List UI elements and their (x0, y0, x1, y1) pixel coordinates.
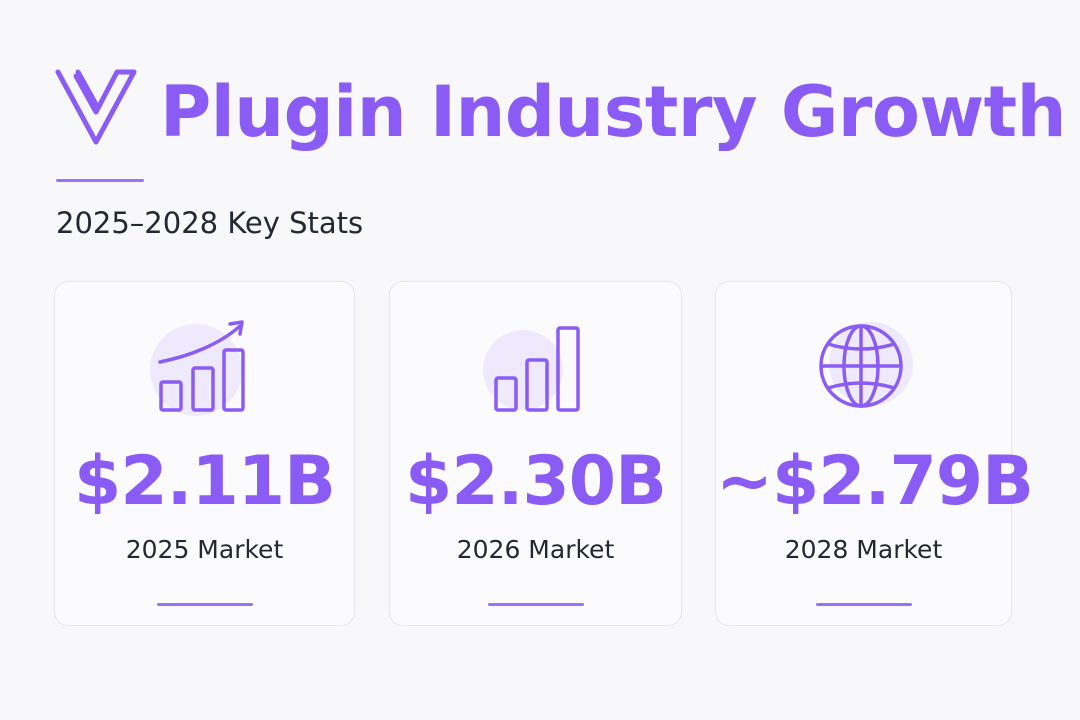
title-divider (56, 179, 144, 182)
bar-chart-icon (482, 326, 580, 412)
stat-value: ~$2.79B (716, 442, 1034, 521)
v-logo-icon (55, 69, 137, 145)
stat-label: 2028 Market (784, 535, 943, 564)
trending-bar-chart-icon (149, 320, 245, 416)
stat-label: 2026 Market (456, 535, 615, 564)
stat-card-2025: $2.11B 2025 Market (54, 281, 355, 626)
page-subtitle: 2025–2028 Key Stats (56, 206, 364, 240)
card-divider (487, 603, 584, 606)
globe-icon (818, 322, 913, 408)
stat-card-2026: $2.30B 2026 Market (389, 281, 682, 626)
stat-value: $2.11B (74, 442, 336, 521)
stat-value: $2.30B (405, 442, 667, 521)
card-divider (815, 603, 912, 606)
page-title: Plugin Industry Growth (160, 71, 1066, 153)
card-divider (156, 603, 253, 606)
stat-card-2028: ~$2.79B 2028 Market (715, 281, 1034, 626)
stat-label: 2025 Market (125, 535, 284, 564)
